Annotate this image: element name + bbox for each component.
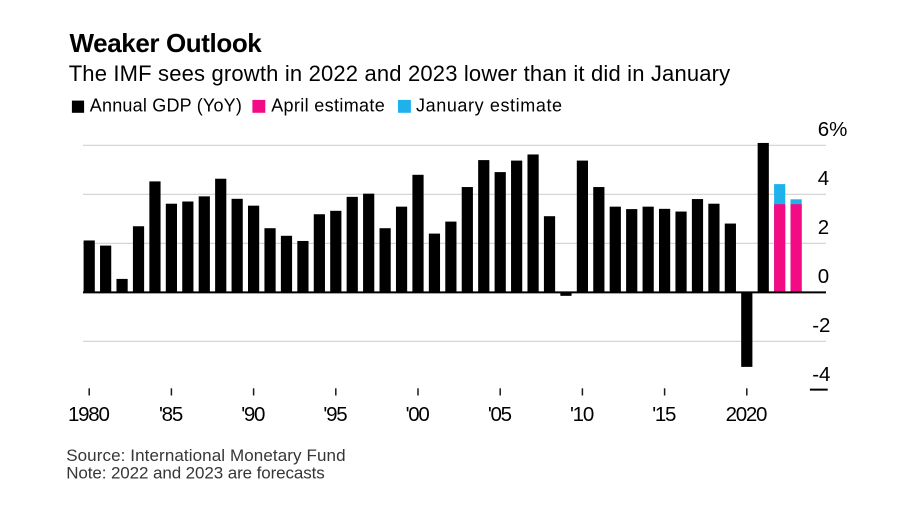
svg-text:-2: -2 [812,314,830,337]
svg-text:Annual GDP (YoY): Annual GDP (YoY) [90,96,242,116]
svg-text:0: 0 [818,265,829,288]
svg-text:'90: '90 [241,403,265,426]
svg-text:2: 2 [818,216,829,239]
svg-text:-4: -4 [812,363,830,386]
svg-text:April estimate: April estimate [271,96,385,116]
svg-text:'95: '95 [323,403,347,426]
svg-text:'05: '05 [488,403,512,426]
svg-text:1980: 1980 [68,403,109,426]
svg-text:Weaker Outlook: Weaker Outlook [70,28,263,58]
svg-text:January estimate: January estimate [416,96,563,116]
svg-text:'10: '10 [570,403,594,426]
svg-text:Note: 2022 and 2023 are foreca: Note: 2022 and 2023 are forecasts [66,464,325,483]
svg-text:6%: 6% [818,118,848,141]
svg-text:'85: '85 [159,403,183,426]
svg-text:4: 4 [818,167,829,190]
svg-text:'15: '15 [652,403,676,426]
svg-text:'00: '00 [406,403,430,426]
svg-text:Source: International Monetary: Source: International Monetary Fund [66,446,345,465]
svg-text:The IMF sees growth in 2022 an: The IMF sees growth in 2022 and 2023 low… [69,61,731,86]
svg-text:2020: 2020 [726,403,767,426]
